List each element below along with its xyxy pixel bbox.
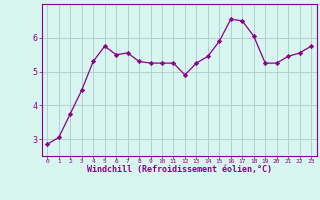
X-axis label: Windchill (Refroidissement éolien,°C): Windchill (Refroidissement éolien,°C) xyxy=(87,165,272,174)
